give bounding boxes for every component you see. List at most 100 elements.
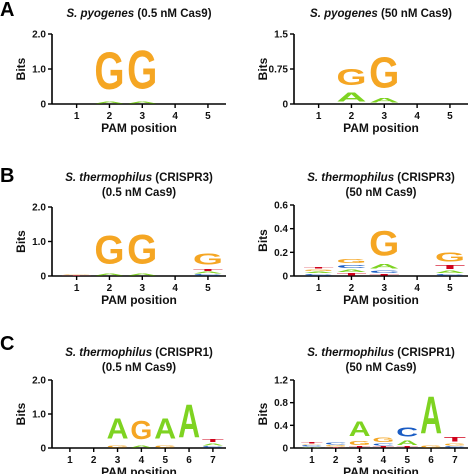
logo-letter-G: G [301,444,323,445]
y-tick-label: 0.4 [274,421,288,432]
logo-letter-T: T [349,446,372,448]
logo-letter-G: G [349,441,371,446]
x-tick-label: 2 [91,455,97,466]
y-axis-label: Bits [14,57,28,80]
logo-letter-T: T [396,446,419,448]
y-axis-label: Bits [256,402,270,425]
logo-letter-C: C [369,270,399,274]
x-tick-label: 3 [140,111,146,122]
logo-letter-A: A [396,439,418,446]
logo-panel-2: S. pyogenes (50 nM Cas9) 0 0.75 1.5 Bits 1 2 3 4… [256,8,468,135]
logo-letter-A: A [107,413,129,445]
logo-panel-5: C S. thermophilus (CRISPR1) (0.5 nM Cas9) 0… [0,333,226,474]
logo-letter-G: G [62,274,92,275]
logo-letter-G: G [369,48,399,97]
logo-panel-6: S. thermophilus (CRISPR1) (50 nM Cas9) 0 0.… [256,347,468,474]
logo-letter-T: T [301,442,324,444]
panel-subtitle: (0.5 nM Cas9) [102,362,176,374]
logo-letter-A: A [301,447,323,448]
x-tick-label: 6 [428,455,434,466]
x-axis-label: PAM position [101,293,177,307]
logo-letter-A: A [202,443,224,447]
logo-letter-C: C [325,442,347,445]
logo-letter-A: A [127,101,157,104]
logo-letter-A: A [435,270,465,274]
logo-letter-G: G [372,437,394,444]
logo-letter-T: T [202,438,224,443]
x-tick-label: 3 [140,283,146,294]
logo-letter-G: G [127,40,157,101]
panel-letter: A [0,0,14,21]
x-tick-label: 2 [333,455,339,466]
logo-letter-G: G [336,64,366,90]
panel-title: S. thermophilus (CRISPR1) [307,347,455,359]
logo-letter-G: G [193,251,223,268]
x-axis-label: PAM position [101,121,177,135]
x-axis-label: PAM position [343,293,419,307]
x-tick-label: 2 [107,111,113,122]
y-tick-label: 1.5 [274,30,288,41]
x-tick-label: 5 [404,455,410,466]
y-tick-label: 0 [282,272,288,283]
logo-letter-T: T [62,275,92,276]
panel-letter: C [0,333,14,355]
logo-letter-G: G [435,250,465,264]
y-tick-label: 0 [40,100,46,111]
panel-subtitle: (50 nM Cas9) [346,187,417,199]
panel-title: S. thermophilus (CRISPR1) [65,347,213,359]
x-tick-label: 3 [382,283,388,294]
logo-panel-4: S. thermophilus (CRISPR3) (50 nM Cas9) 0 0.… [256,172,468,307]
logo-letter-T: T [336,272,367,276]
x-tick-label: 4 [414,283,420,294]
logo-panel-1: A S. pyogenes (0.5 nM Cas9) 0 1.0 2.0 Bits 1 2 3… [0,0,226,135]
logo-letter-A: A [178,396,200,448]
x-axis-label: PAM position [343,465,419,474]
logo-letter-T: T [369,274,399,276]
logo-letter-C: C [193,274,223,276]
y-tick-label: 0.4 [274,224,288,235]
panel-title: S. pyogenes (50 nM Cas9) [310,8,452,20]
logo-letter-G: G [94,41,124,100]
x-tick-label: 1 [67,455,73,466]
logo-letter-C: C [435,274,465,276]
y-axis-label: Bits [14,230,28,253]
logo-letter-A: A [193,272,223,275]
logo-letter-T: T [325,447,348,448]
y-tick-label: 1.0 [32,410,46,421]
y-axis-label: Bits [256,229,270,252]
x-tick-label: 2 [107,283,113,294]
x-tick-label: 2 [349,111,355,122]
logo-letter-A: A [369,263,399,270]
y-tick-label: 2.0 [32,30,46,41]
y-tick-label: 1.0 [32,237,46,248]
panel-title: S. thermophilus (CRISPR3) [65,172,213,184]
logo-letter-A: A [349,416,371,440]
x-tick-label: 5 [162,455,168,466]
x-tick-label: 6 [186,455,192,466]
y-tick-label: 0.2 [274,248,288,259]
logo-letter-A: A [94,101,124,104]
x-tick-label: 4 [414,111,420,122]
logo-letter-G: G [107,445,129,448]
x-tick-label: 4 [139,455,145,466]
x-tick-label: 5 [447,283,453,294]
logo-letter-G: G [304,269,334,271]
panel-title: S. thermophilus (CRISPR3) [307,172,455,184]
logo-letter-A: A [336,269,366,273]
logo-letter-G: G [420,445,442,448]
logo-letter-T: T [372,446,395,448]
logo-letter-T: T [435,264,466,270]
x-tick-label: 5 [205,283,211,294]
x-axis-label: PAM position [101,465,177,474]
y-tick-label: 2.0 [32,203,46,214]
panel-subtitle: (50 nM Cas9) [346,362,417,374]
panel-subtitle: (0.5 nM Cas9) [102,187,176,199]
logo-letter-G: G [94,228,124,273]
y-tick-label: 2.0 [32,376,46,387]
y-tick-label: 0.6 [274,201,288,212]
y-tick-label: 1.0 [32,65,46,76]
logo-letter-A: A [369,97,399,104]
panel-title: S. pyogenes (0.5 nM Cas9) [66,8,211,20]
logo-letter-G: G [336,258,366,264]
logo-letter-C: C [444,446,466,448]
